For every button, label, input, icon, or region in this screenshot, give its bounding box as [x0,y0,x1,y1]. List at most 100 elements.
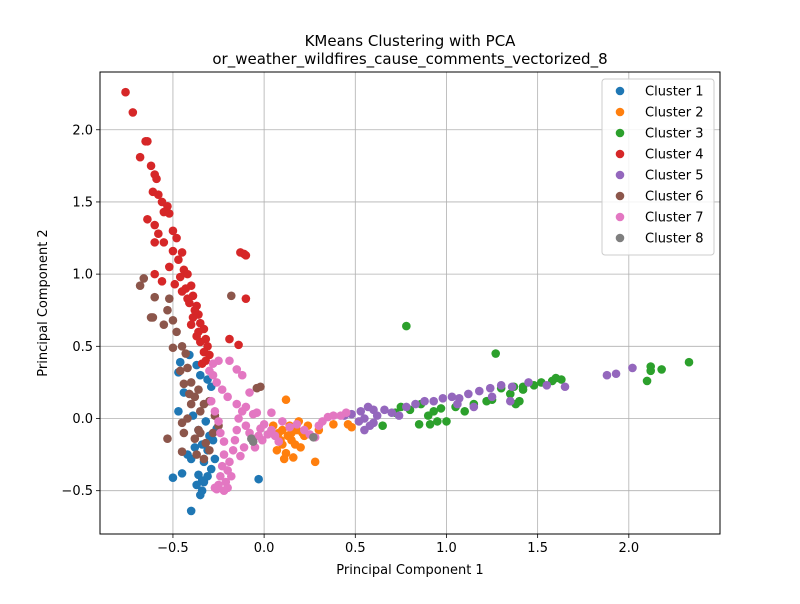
data-point [378,421,387,431]
data-points [121,87,694,516]
data-point [139,274,149,283]
data-point [460,406,470,416]
plot-frame [99,71,721,535]
data-point [274,437,284,446]
data-point [429,396,439,406]
data-point [143,137,152,146]
data-point [175,272,185,282]
data-point [190,392,200,402]
data-point [496,380,506,390]
data-point [310,457,320,467]
data-point [128,108,138,117]
data-point [188,313,198,322]
legend-label: Cluster 7 [645,211,704,226]
data-point [505,396,515,406]
data-point [217,385,227,394]
legend-marker [615,149,625,159]
data-point [360,425,369,435]
x-tick-label: −0.5 [157,541,189,556]
data-point [278,425,287,435]
data-point [157,277,167,286]
legend-label: Cluster 1 [645,85,704,100]
data-point [485,383,495,393]
data-point [223,392,232,402]
data-point [642,376,652,386]
legend-label: Cluster 5 [645,169,704,184]
data-point [203,471,212,481]
data-point [150,238,160,247]
data-point [402,321,411,331]
data-point [159,320,169,329]
data-point [657,365,666,374]
data-point [190,434,200,444]
data-point [329,419,338,429]
data-point [646,366,656,376]
data-point [212,378,222,387]
data-point [560,382,570,392]
data-point [186,378,196,387]
data-point [154,229,163,238]
data-point [239,443,249,452]
y-tick-label: 1.0 [72,268,93,283]
data-point [214,356,223,366]
data-point [172,233,181,243]
data-point [278,417,287,426]
data-point [241,251,251,260]
data-point [228,445,238,455]
data-point [186,399,196,409]
data-point [201,438,211,448]
data-point [219,486,229,495]
data-point [505,389,515,399]
data-point [288,453,298,462]
data-point [197,359,207,368]
data-point [341,408,351,418]
data-point [684,357,694,367]
data-point [254,474,263,484]
data-point [164,262,174,272]
data-point [159,238,169,247]
data-point [425,419,435,429]
data-point [216,471,225,481]
data-point [163,305,172,315]
data-point [292,419,302,429]
data-point [225,334,234,344]
data-point [230,435,240,445]
legend-label: Cluster 4 [645,148,704,163]
series-cluster-4 [121,87,251,368]
legend: Cluster 1 Cluster 2 Cluster 3 Cluster 4 Clus… [601,78,715,256]
data-point [192,331,201,341]
data-point [394,411,404,420]
data-point [309,432,318,442]
data-point [285,422,294,432]
data-point [225,457,234,467]
data-point [170,279,180,289]
data-point [420,396,429,406]
legend-marker [615,212,625,222]
data-point [177,469,187,478]
data-point [181,349,191,358]
data-point [177,418,187,428]
legend-marker [615,107,625,117]
data-point [186,320,196,329]
data-point [438,393,448,403]
data-point [205,366,214,376]
data-point [433,417,442,426]
data-point [515,396,524,406]
data-point [216,428,225,438]
data-point [423,411,433,420]
data-point [257,435,267,445]
data-point [152,174,161,184]
legend-marker [615,86,625,96]
data-point [201,417,211,426]
data-point [205,445,214,455]
data-point [192,480,201,490]
data-point [263,430,273,439]
data-point [164,209,174,218]
data-point [168,246,178,256]
data-point [135,152,145,162]
data-point [411,399,420,409]
y-tick-label: −0.5 [61,484,93,499]
data-point [172,327,181,337]
data-point [464,389,473,399]
